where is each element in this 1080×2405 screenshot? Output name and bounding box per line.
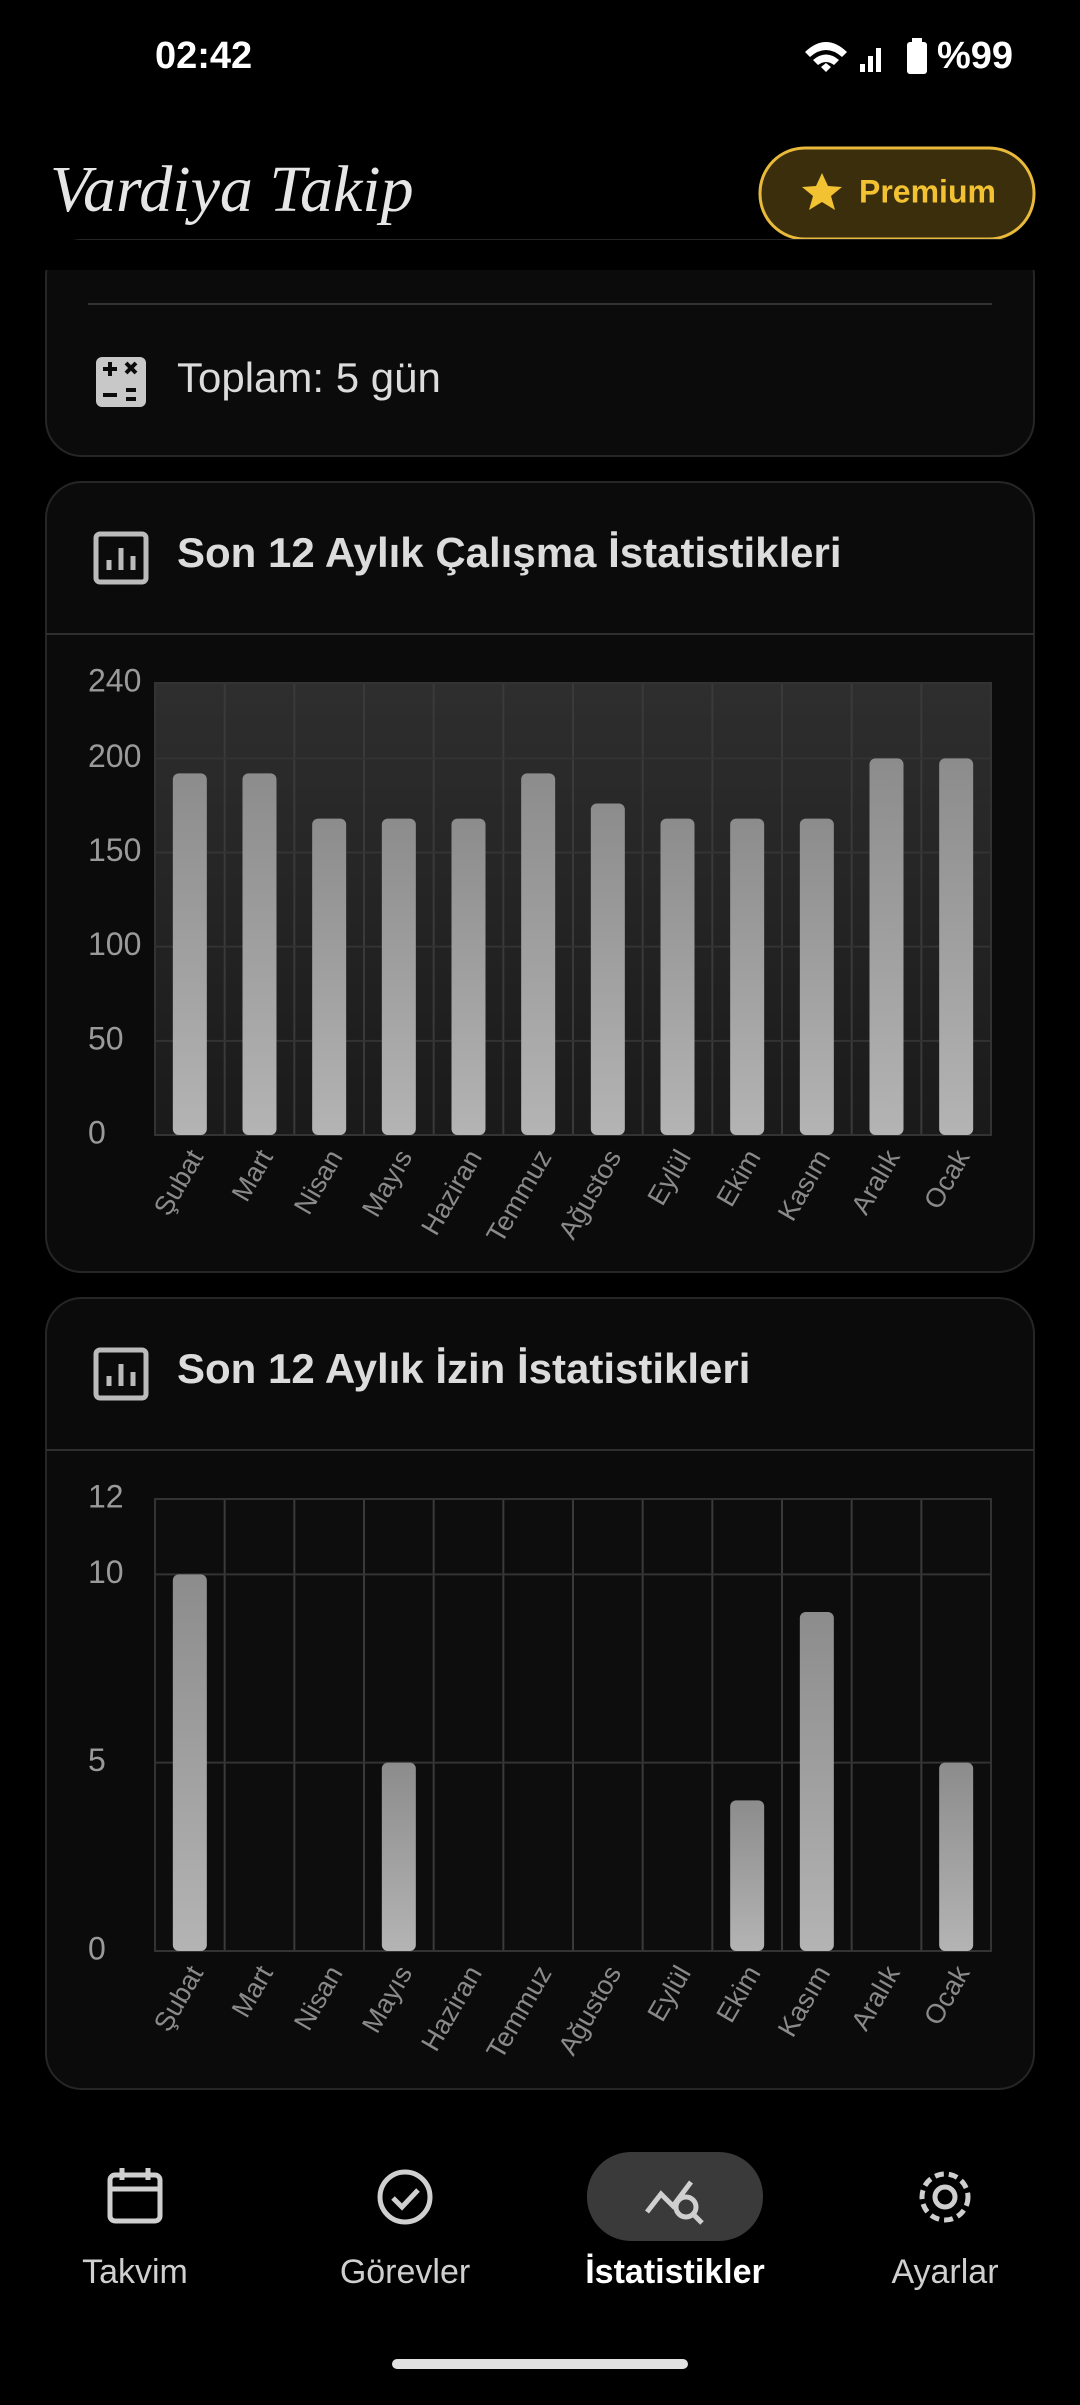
battery-level: %99 bbox=[937, 35, 1013, 77]
bar bbox=[939, 758, 974, 1135]
nav-icons bbox=[107, 2168, 971, 2225]
nav-label[interactable]: İstatistikler bbox=[585, 2253, 765, 2291]
bar bbox=[172, 1574, 207, 1951]
y-tick-label: 0 bbox=[88, 1114, 106, 1150]
bar bbox=[799, 818, 834, 1135]
summary-card bbox=[45, 239, 1035, 457]
y-tick-label: 150 bbox=[88, 832, 141, 868]
bottom-nav bbox=[0, 2120, 1080, 2400]
status-time: 02:42 bbox=[155, 35, 252, 77]
bar bbox=[730, 818, 765, 1135]
y-tick-label: 10 bbox=[88, 1554, 124, 1590]
bar bbox=[869, 758, 904, 1135]
bar bbox=[242, 773, 277, 1135]
bar bbox=[172, 773, 207, 1135]
bar bbox=[381, 818, 416, 1135]
status-icons bbox=[805, 38, 927, 74]
y-tick-label: 5 bbox=[88, 1742, 106, 1778]
bar bbox=[939, 1762, 974, 1951]
y-tick-label: 12 bbox=[88, 1478, 124, 1514]
star-icon bbox=[802, 173, 842, 210]
y-tick-label: 50 bbox=[88, 1020, 124, 1056]
y-tick-label: 100 bbox=[88, 926, 141, 962]
app-bar-bg bbox=[0, 240, 1080, 270]
bar bbox=[312, 818, 347, 1135]
nav-active-pill bbox=[587, 2152, 763, 2241]
bar bbox=[660, 818, 695, 1135]
app-title: Vardiya Takip bbox=[50, 153, 414, 226]
nav-label[interactable]: Ayarlar bbox=[891, 2253, 998, 2291]
bar bbox=[381, 1762, 416, 1951]
bar bbox=[730, 1800, 765, 1951]
chart-title: Son 12 Aylık İzin İstatistikleri bbox=[177, 1345, 750, 1392]
nav-label[interactable]: Takvim bbox=[82, 2253, 188, 2291]
premium-label[interactable]: Premium bbox=[859, 173, 996, 209]
chart-title: Son 12 Aylık Çalışma İstatistikleri bbox=[177, 529, 842, 576]
calculator-icon bbox=[96, 357, 146, 407]
bar bbox=[521, 773, 556, 1135]
bar bbox=[451, 818, 486, 1135]
y-tick-label: 0 bbox=[88, 1930, 106, 1966]
y-tick-label: 200 bbox=[88, 738, 141, 774]
nav-label[interactable]: Görevler bbox=[340, 2253, 470, 2291]
y-tick-label: 240 bbox=[88, 662, 141, 698]
bar bbox=[590, 803, 625, 1135]
bar bbox=[799, 1612, 834, 1951]
total-days: Toplam: 5 gün bbox=[177, 354, 441, 401]
home-indicator bbox=[392, 2359, 688, 2369]
